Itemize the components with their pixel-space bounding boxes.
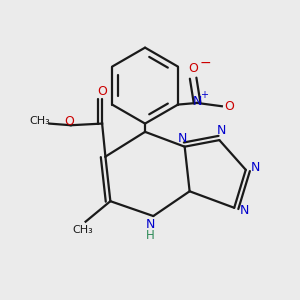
Text: CH₃: CH₃ bbox=[30, 116, 50, 126]
Text: N: N bbox=[146, 218, 155, 231]
Text: N: N bbox=[251, 161, 260, 174]
Text: O: O bbox=[97, 85, 107, 98]
Text: N: N bbox=[216, 124, 226, 137]
Text: −: − bbox=[200, 56, 212, 70]
Text: +: + bbox=[200, 90, 208, 100]
Text: N: N bbox=[192, 95, 202, 108]
Text: H: H bbox=[146, 230, 155, 242]
Text: CH₃: CH₃ bbox=[73, 225, 93, 235]
Text: N: N bbox=[177, 132, 187, 145]
Text: O: O bbox=[64, 116, 74, 128]
Text: O: O bbox=[224, 100, 234, 113]
Text: N: N bbox=[239, 204, 249, 217]
Text: O: O bbox=[188, 62, 198, 75]
